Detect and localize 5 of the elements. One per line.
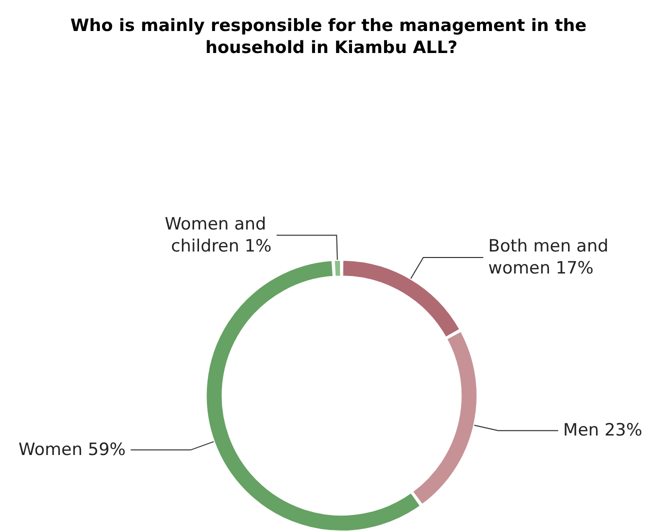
slice-label: Women and children 1% bbox=[164, 214, 272, 256]
slice-label: Women 59% bbox=[18, 440, 126, 460]
slice-label: Men 23% bbox=[563, 420, 642, 441]
chart-title: Who is mainly responsible for the management in the household in Kiambu ALL? bbox=[70, 16, 587, 58]
slice-label: Both men and women 17% bbox=[488, 236, 614, 279]
